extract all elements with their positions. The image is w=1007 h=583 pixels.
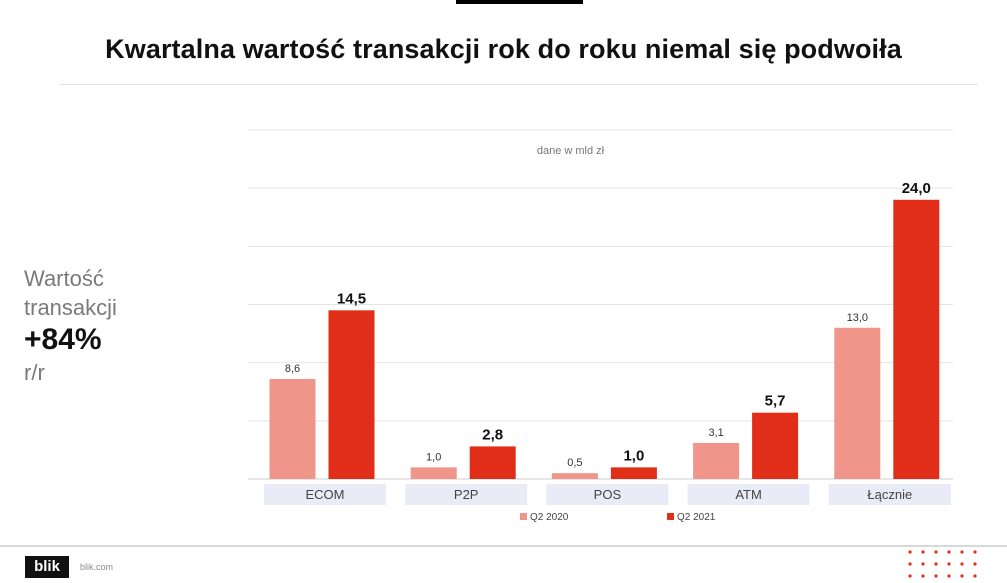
category-label-bg — [264, 484, 386, 505]
bar — [269, 378, 316, 479]
site-link[interactable]: blik.com — [80, 562, 114, 572]
category-label-bg — [828, 484, 951, 505]
category-label-bg — [687, 484, 810, 505]
bar — [834, 327, 881, 479]
page-title: Kwartalna wartość transakcji rok do roku… — [105, 34, 902, 64]
data-label: 8,6 — [285, 363, 300, 375]
top-accent-bar — [456, 0, 583, 4]
data-label: 0,5 — [567, 457, 582, 469]
bar — [469, 446, 516, 479]
category-label: POS — [594, 487, 622, 502]
category-label: Łącznie — [867, 487, 912, 502]
data-label: 3,1 — [708, 427, 723, 439]
bar-chart: dane w mld zł 8,6 14,5 ECOM 1,0 2,8 P2P 0,5 1,0 P… — [248, 129, 953, 523]
bar — [410, 467, 457, 479]
decorative-dot — [960, 550, 964, 554]
category-label: P2P — [454, 487, 479, 502]
bar — [610, 467, 657, 479]
legend-label: Q2 2020 — [530, 512, 569, 523]
legend-swatch — [667, 513, 674, 520]
category-label-bg — [405, 484, 528, 505]
decorative-dot — [908, 550, 912, 554]
data-label: 13,0 — [847, 312, 868, 324]
decorative-dot — [908, 562, 912, 566]
data-label: 5,7 — [765, 393, 786, 410]
legend-label: Q2 2021 — [677, 512, 716, 523]
decorative-dot — [960, 574, 964, 578]
decorative-dot — [960, 562, 964, 566]
blik-logo: blik — [25, 556, 69, 578]
legend-swatch — [520, 513, 527, 520]
footer-divider — [0, 545, 1007, 547]
decorative-dot — [921, 574, 925, 578]
decorative-dot — [921, 550, 925, 554]
kpi-value: +84% — [24, 323, 102, 356]
data-label: 1,0 — [623, 447, 644, 464]
data-label: 14,5 — [337, 290, 366, 307]
category-label: ATM — [735, 487, 761, 502]
data-label: 24,0 — [902, 180, 931, 197]
category-label: ECOM — [306, 487, 345, 502]
kpi-suffix: r/r — [24, 360, 45, 385]
decorative-dot — [947, 550, 951, 554]
chart-subtitle: dane w mld zł — [537, 145, 605, 157]
data-label: 2,8 — [482, 426, 503, 443]
kpi-label-line1: Wartość — [24, 266, 104, 291]
bar — [551, 473, 598, 479]
kpi-label-line2: transakcji — [24, 295, 117, 320]
decorative-dot — [973, 550, 977, 554]
decorative-dot — [934, 562, 938, 566]
title-divider — [60, 84, 978, 85]
decorative-dots-icon — [908, 550, 977, 578]
decorative-dot — [921, 562, 925, 566]
data-label: 1,0 — [426, 451, 441, 463]
bar — [328, 310, 375, 479]
decorative-dot — [947, 562, 951, 566]
decorative-dot — [947, 574, 951, 578]
category-label-bg — [546, 484, 669, 505]
decorative-dot — [973, 562, 977, 566]
bar — [893, 199, 940, 480]
decorative-dot — [934, 574, 938, 578]
decorative-dot — [908, 574, 912, 578]
decorative-dot — [973, 574, 977, 578]
bar — [693, 442, 740, 479]
kpi-block: Wartość transakcji +84% r/r — [24, 264, 117, 387]
bar — [752, 412, 799, 479]
decorative-dot — [934, 550, 938, 554]
